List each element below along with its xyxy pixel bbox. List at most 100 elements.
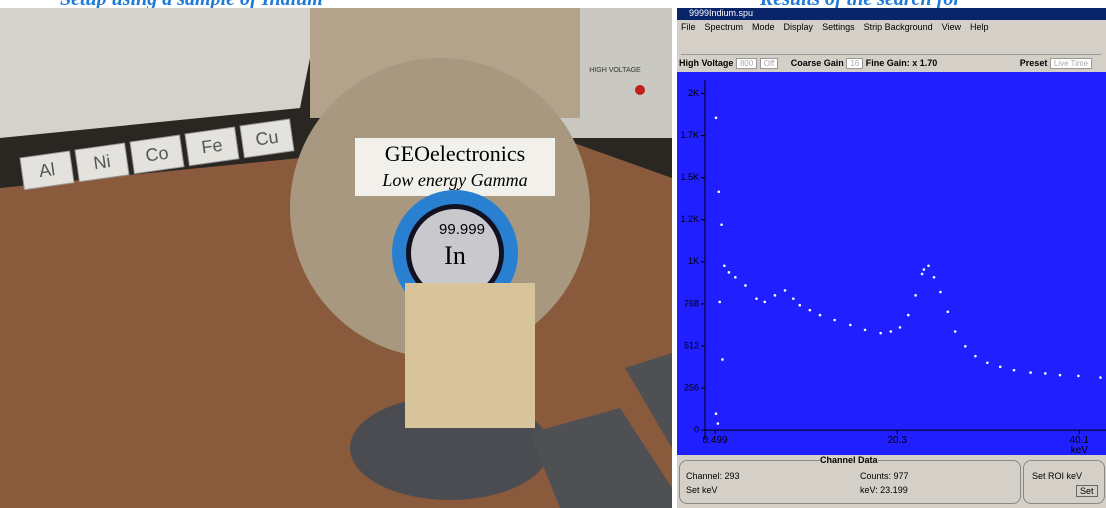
data-point bbox=[833, 318, 836, 322]
spectrum-plot: 0 256 512 768 1K 1.2K 1.5K 1.7K 2K 0.499 20.3 40.1k… bbox=[677, 72, 1106, 455]
y-tick-label: 256 bbox=[684, 382, 699, 392]
data-point bbox=[946, 310, 950, 314]
y-tick-label: 512 bbox=[684, 340, 699, 350]
tiles: Al Ni Co Fe Cu bbox=[19, 118, 295, 191]
menu-item[interactable]: Display bbox=[783, 22, 814, 32]
input[interactable]: 16 bbox=[846, 58, 864, 69]
data-point bbox=[963, 345, 967, 348]
kev: keV: 23.199 bbox=[860, 485, 908, 495]
data-point bbox=[791, 297, 795, 300]
data-point bbox=[922, 268, 926, 271]
data-point bbox=[718, 300, 722, 304]
data-point bbox=[1058, 373, 1062, 377]
tile-face bbox=[129, 134, 185, 175]
data-point bbox=[818, 313, 822, 317]
data-point bbox=[723, 264, 726, 268]
tile-label: Ni bbox=[92, 151, 112, 173]
label: Fine Gain: x 1.70 bbox=[865, 58, 938, 68]
data-point bbox=[755, 297, 758, 300]
menu-item[interactable]: Strip Background bbox=[863, 22, 933, 32]
title-bar: 9999Indium.spu bbox=[677, 8, 1106, 20]
x-tick-label: 40.1 bbox=[1070, 435, 1090, 446]
caption-left: Setup using a sample of Indium bbox=[60, 0, 323, 11]
data-point bbox=[798, 303, 802, 307]
data-point bbox=[932, 275, 936, 279]
data-point bbox=[808, 308, 812, 312]
x-axis-label: keV bbox=[1071, 445, 1089, 455]
tile-face bbox=[19, 150, 75, 191]
data-point bbox=[716, 422, 720, 425]
data-point bbox=[906, 313, 910, 317]
set-button[interactable]: Set bbox=[1076, 485, 1098, 497]
data-point bbox=[939, 290, 942, 294]
data-point bbox=[998, 365, 1002, 369]
tile-label: Al bbox=[38, 159, 57, 181]
slab bbox=[530, 408, 672, 508]
detector-label bbox=[355, 138, 555, 196]
sample bbox=[411, 209, 499, 297]
set-kev[interactable]: Set keV bbox=[686, 485, 718, 495]
controls: High Voltage 800 Off Coarse Gain 16 Fine… bbox=[679, 58, 1093, 69]
data-point bbox=[849, 323, 852, 327]
data-point bbox=[1043, 372, 1047, 375]
data-point bbox=[773, 294, 777, 297]
data-point bbox=[974, 354, 977, 358]
y-tick-label: 1.5K bbox=[680, 172, 699, 182]
led bbox=[635, 85, 645, 95]
menu-item[interactable]: File bbox=[681, 22, 696, 32]
tile: Fe bbox=[184, 126, 240, 167]
channel-panel: Channel Data Channel: 293 Counts: 977 Se… bbox=[679, 455, 1021, 504]
caption: Setup using a sample of Indium Results o… bbox=[0, 0, 1106, 11]
cloth bbox=[0, 8, 320, 138]
sample-purity: 99.999 bbox=[439, 221, 485, 238]
data-point bbox=[1012, 368, 1016, 372]
tile: Co bbox=[129, 134, 185, 175]
toolbar bbox=[681, 36, 1101, 55]
data-point bbox=[714, 412, 718, 415]
tile: Cu bbox=[239, 118, 295, 159]
data-point bbox=[898, 326, 902, 329]
data-point bbox=[914, 294, 917, 297]
roi-panel: Set ROI keV Set bbox=[1023, 460, 1105, 504]
menu-item[interactable]: Mode bbox=[752, 22, 775, 32]
instrument-label: HIGH VOLTAGE bbox=[589, 67, 641, 74]
y-tick-label: 1K bbox=[688, 256, 699, 266]
data-point bbox=[1029, 371, 1032, 374]
input[interactable]: 800 bbox=[735, 58, 758, 69]
menu-item[interactable]: View bbox=[941, 22, 961, 32]
app-window: 9999Indium.spu File Spectrum Mode Display Se… bbox=[677, 8, 1106, 508]
menu-item[interactable]: Help bbox=[970, 22, 989, 32]
tile-label: Cu bbox=[254, 127, 280, 150]
detector-brand: GEOelectronics bbox=[385, 141, 526, 166]
counts: Counts: 977 bbox=[860, 471, 909, 481]
caption-right: Results of the search for bbox=[760, 0, 961, 11]
menu-bar: File Spectrum Mode Display Settings Strip Bac… bbox=[681, 22, 998, 32]
data-point bbox=[720, 223, 723, 226]
panel-title: Channel Data bbox=[820, 455, 878, 465]
tile-face bbox=[239, 118, 295, 159]
y-tick-label: 2K bbox=[688, 88, 699, 98]
data-point bbox=[714, 116, 718, 120]
button[interactable]: Off bbox=[759, 58, 779, 69]
data-point bbox=[879, 331, 882, 335]
y-tick-label: 0 bbox=[694, 425, 699, 435]
data-point bbox=[1077, 374, 1080, 378]
channel: Channel: 293 bbox=[686, 471, 740, 481]
y-tick-label: 768 bbox=[684, 298, 699, 308]
data-point bbox=[744, 284, 747, 287]
input[interactable]: Live Time bbox=[1049, 58, 1093, 69]
data-point bbox=[734, 275, 737, 279]
slab bbox=[625, 353, 672, 448]
plot-bg bbox=[677, 72, 1106, 455]
wood-block bbox=[405, 283, 535, 428]
label: Preset bbox=[1019, 58, 1048, 68]
menu-item[interactable]: Spectrum bbox=[704, 22, 744, 32]
tile: Al bbox=[19, 150, 75, 191]
data-point bbox=[1099, 376, 1102, 379]
menu-item[interactable]: Settings bbox=[822, 22, 855, 32]
x-tick-label: 20.3 bbox=[887, 435, 907, 446]
tile-label: Co bbox=[144, 143, 170, 166]
data-point bbox=[863, 328, 867, 332]
data-point bbox=[721, 358, 724, 361]
